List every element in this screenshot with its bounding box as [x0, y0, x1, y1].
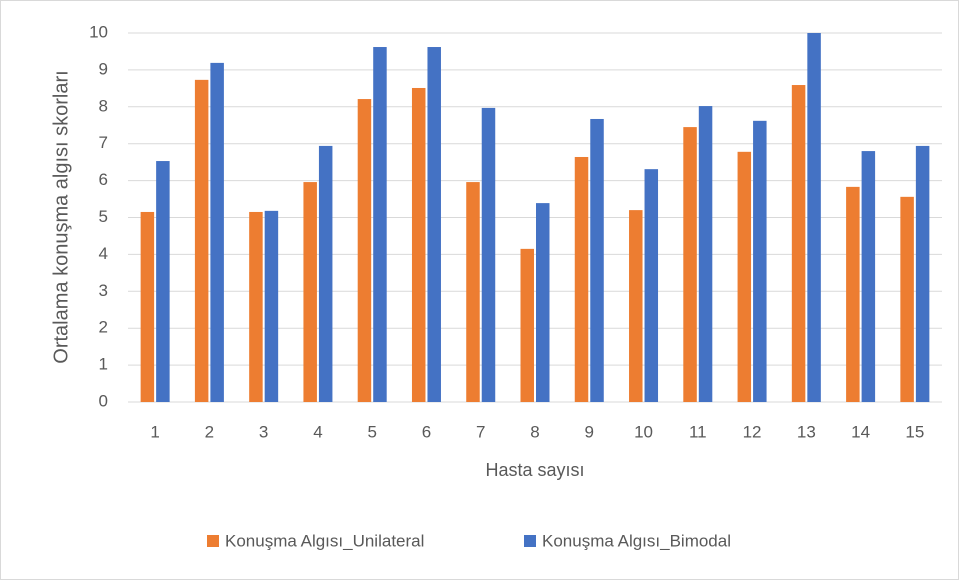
bar	[481, 107, 496, 403]
x-tick-label: 7	[476, 422, 485, 441]
x-tick-label: 1	[150, 422, 159, 441]
x-tick-label: 12	[743, 422, 762, 441]
legend-swatch	[524, 535, 536, 547]
bar	[915, 145, 930, 402]
bar	[644, 169, 659, 402]
bar	[264, 210, 279, 402]
bar	[791, 85, 806, 403]
x-tick-label: 10	[634, 422, 653, 441]
bar	[156, 161, 170, 402]
x-tick-label: 15	[905, 422, 924, 441]
bar	[629, 210, 643, 402]
bar	[590, 118, 604, 403]
bar	[520, 248, 534, 402]
y-tick-label: 8	[99, 96, 108, 115]
x-tick-label: 9	[585, 422, 594, 441]
bar	[194, 79, 209, 402]
bar	[373, 47, 387, 402]
y-tick-label: 4	[99, 244, 108, 263]
y-tick-label: 10	[89, 22, 108, 41]
x-tick-label: 3	[259, 422, 268, 441]
y-tick-label: 3	[99, 281, 108, 300]
x-tick-label: 6	[422, 422, 431, 441]
bar	[466, 182, 480, 402]
bar	[737, 151, 752, 402]
x-tick-label: 13	[797, 422, 816, 441]
x-tick-label: 4	[313, 422, 322, 441]
bar	[357, 99, 372, 403]
x-tick-label: 5	[367, 422, 376, 441]
y-axis-label: Ortalama konuşma algısı skorları	[50, 70, 72, 363]
bar	[807, 33, 821, 402]
y-tick-label: 2	[99, 318, 108, 337]
y-tick-label: 5	[99, 207, 108, 226]
bar	[900, 196, 914, 402]
y-tick-label: 6	[99, 170, 108, 189]
bar	[210, 62, 224, 402]
bar	[303, 182, 317, 402]
bar	[427, 47, 441, 402]
bar	[753, 120, 767, 403]
bar	[536, 203, 550, 402]
bar	[411, 87, 426, 402]
y-tick-label: 9	[99, 59, 108, 78]
bar	[683, 127, 697, 402]
x-axis-label: Hasta sayısı	[485, 460, 584, 480]
legend-label: Konuşma Algısı_Bimodal	[542, 531, 731, 550]
bar	[846, 186, 860, 402]
legend-label: Konuşma Algısı_Unilateral	[225, 531, 424, 550]
x-tick-label: 14	[851, 422, 870, 441]
x-tick-label: 2	[205, 422, 214, 441]
bar	[318, 145, 333, 402]
bar	[698, 106, 713, 402]
bar	[861, 151, 876, 402]
y-tick-label: 7	[99, 133, 108, 152]
x-tick-label: 8	[530, 422, 539, 441]
x-tick-label: 11	[689, 422, 707, 441]
bar	[140, 211, 155, 402]
bar	[574, 156, 589, 402]
legend-swatch	[207, 535, 219, 547]
y-tick-label: 1	[99, 355, 108, 374]
bar	[249, 211, 263, 402]
y-tick-label: 0	[99, 391, 108, 410]
